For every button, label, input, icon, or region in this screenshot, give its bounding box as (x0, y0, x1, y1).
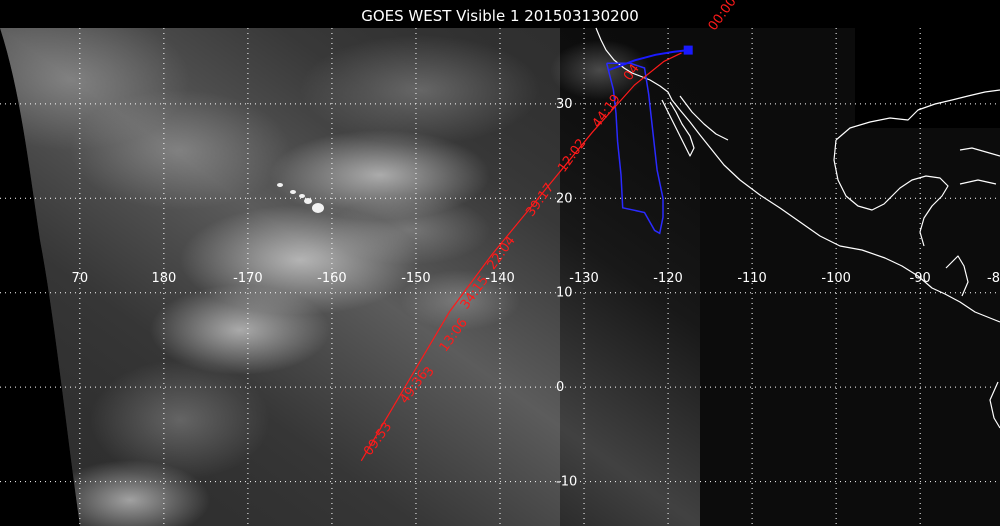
image-edge-strip (855, 28, 1000, 128)
latitude-label: 10 (556, 286, 573, 301)
longitude-label: -8 (987, 271, 1000, 286)
longitude-label: -160 (317, 271, 347, 286)
latitude-label: 30 (556, 97, 573, 112)
site-marker-icon (683, 45, 693, 55)
trajectory-track-line (360, 52, 682, 462)
graticule (0, 28, 1000, 526)
longitude-label: -130 (569, 271, 599, 286)
longitude-label: -110 (737, 271, 767, 286)
longitude-label: -100 (821, 271, 851, 286)
latitude-labels: 30 20 10 0 -10 (556, 97, 577, 490)
coastline (595, 27, 1000, 429)
image-title: GOES WEST Visible 1 201503130200 (361, 7, 639, 25)
longitude-label: -150 (401, 271, 431, 286)
longitude-label: -120 (653, 271, 683, 286)
blue-contour-outline (605, 62, 664, 235)
longitude-label: -90 (910, 271, 931, 286)
longitude-label: -170 (233, 271, 263, 286)
longitude-labels: 70 180 -170 -160 -150 -140 -130 -120 -110 -100 -90… (72, 271, 1000, 286)
coastal-track-line (608, 49, 689, 71)
hawaii-islands (277, 183, 324, 213)
longitude-label: -140 (485, 271, 515, 286)
latitude-label: 20 (556, 191, 573, 206)
longitude-label: 70 (72, 271, 89, 286)
latitude-label: 0 (556, 380, 564, 395)
longitude-label: 180 (151, 271, 176, 286)
latitude-label: -10 (556, 475, 577, 490)
